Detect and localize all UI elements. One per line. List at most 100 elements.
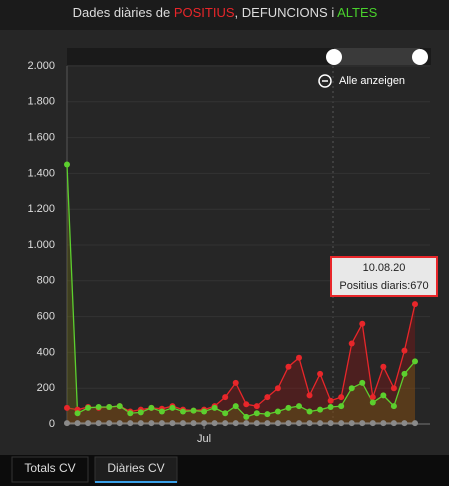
y-tick-label: 2.000	[27, 60, 55, 72]
marker	[85, 404, 92, 411]
marker	[232, 379, 239, 386]
marker	[253, 403, 260, 410]
marker	[338, 394, 345, 401]
y-tick-label: 1.000	[27, 239, 55, 251]
marker	[190, 407, 197, 414]
tab[interactable]	[11, 456, 89, 483]
marker	[285, 420, 292, 427]
marker	[106, 403, 113, 410]
chart-title: Dades diàries de POSITIUS, DEFUNCIONS i …	[73, 5, 378, 20]
y-tick-label: 400	[37, 346, 55, 358]
marker	[264, 411, 271, 418]
marker	[85, 420, 92, 427]
marker	[264, 394, 271, 401]
marker	[285, 404, 292, 411]
marker	[64, 404, 70, 411]
marker	[348, 385, 355, 392]
tab-active[interactable]	[94, 456, 178, 483]
marker	[211, 404, 218, 411]
marker	[412, 358, 418, 365]
marker	[243, 401, 250, 408]
zoom-range[interactable]	[334, 48, 420, 65]
marker	[359, 379, 366, 386]
marker	[274, 420, 281, 427]
marker	[390, 385, 397, 392]
marker	[169, 404, 176, 411]
marker	[243, 420, 250, 427]
marker	[359, 320, 366, 327]
title-part: POSITIUS	[174, 5, 235, 20]
marker	[64, 161, 70, 168]
marker	[127, 420, 134, 427]
marker	[222, 394, 229, 401]
zoom-reset[interactable]: Alle anzeigen	[339, 75, 405, 87]
marker	[274, 385, 281, 392]
marker	[401, 347, 408, 354]
marker	[148, 404, 155, 411]
marker	[380, 420, 387, 427]
marker	[232, 420, 239, 427]
marker	[390, 420, 397, 427]
marker	[116, 420, 123, 427]
area	[67, 304, 415, 424]
marker	[348, 420, 355, 427]
plot-background	[0, 30, 449, 455]
marker	[338, 403, 345, 410]
plot: 0 200 400 600 800 1.000 1.200 1.400 1.600 1.800 2.…	[27, 60, 430, 445]
marker	[180, 420, 186, 427]
marker	[201, 408, 208, 415]
marker	[380, 392, 387, 399]
line	[66, 303, 416, 413]
zoom-handle[interactable]	[412, 49, 428, 65]
zoom-handle[interactable]	[326, 49, 342, 65]
marker	[116, 403, 123, 410]
marker	[253, 410, 260, 417]
tab-label[interactable]: Diàries CV	[107, 461, 164, 475]
y-tick-label: 800	[37, 275, 55, 287]
title-part: ALTES	[337, 5, 378, 20]
tooltip-text: Positius diaris:670	[339, 280, 428, 292]
marker	[359, 420, 366, 427]
title-part: Dades diàries de	[73, 5, 174, 20]
y-tick-label: 0	[49, 418, 55, 430]
marker	[306, 420, 313, 427]
marker	[369, 394, 376, 401]
y-tick-label: 200	[37, 382, 55, 394]
marker	[285, 363, 292, 370]
tooltip-label: Positius diaris:	[339, 280, 410, 292]
marker	[201, 420, 208, 427]
marker	[296, 403, 302, 410]
marker	[158, 408, 165, 415]
marker	[232, 403, 239, 410]
marker	[95, 420, 102, 427]
marker	[264, 420, 271, 427]
marker	[127, 410, 134, 417]
tab-label[interactable]: Totals CV	[24, 461, 75, 475]
marker	[95, 403, 102, 410]
marker	[296, 354, 302, 361]
marker	[317, 420, 324, 427]
title-part: , DEFUNCIONS i	[235, 5, 338, 20]
y-tick-label: 1.200	[27, 203, 55, 215]
marker	[74, 410, 81, 417]
marker	[74, 420, 81, 427]
tooltip	[330, 256, 438, 297]
tooltip-value: 670	[410, 280, 428, 292]
line	[66, 164, 416, 418]
marker	[243, 413, 250, 420]
marker	[390, 403, 397, 410]
zoom-icon[interactable]	[318, 74, 332, 88]
marker	[380, 363, 387, 370]
y-tick-label: 1.800	[27, 96, 55, 108]
marker	[306, 408, 313, 415]
marker	[64, 420, 70, 427]
x-tick-label: Jul	[197, 433, 211, 445]
marker	[106, 420, 113, 427]
marker	[306, 392, 313, 399]
marker	[327, 397, 334, 404]
marker	[401, 420, 408, 427]
marker	[211, 420, 218, 427]
marker	[180, 408, 186, 415]
